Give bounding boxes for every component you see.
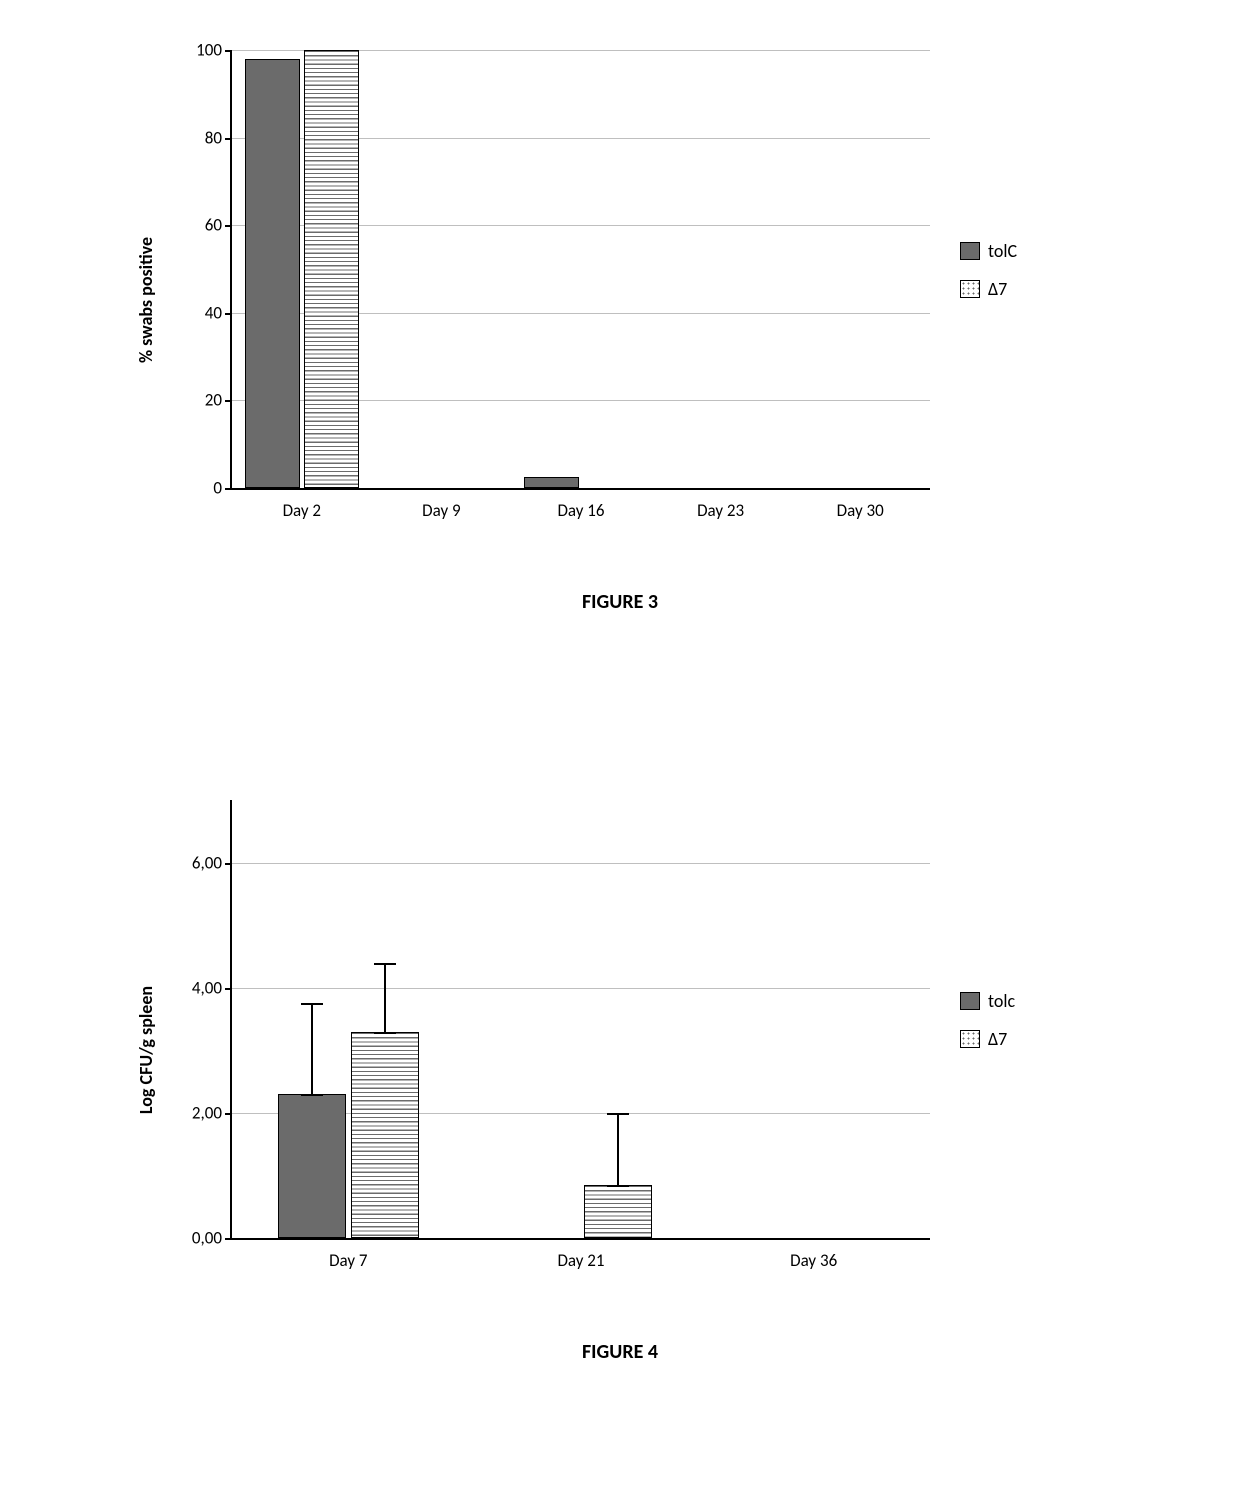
bar — [524, 477, 579, 488]
gridline — [232, 988, 930, 989]
ytick-label: 6,00 — [192, 852, 232, 873]
legend-label: tolC — [988, 240, 1017, 262]
legend-item-delta7: Δ7 — [960, 278, 1017, 300]
xtick-label: Day 2 — [283, 488, 321, 521]
bar — [245, 59, 300, 488]
errorbar-cap — [607, 1113, 629, 1115]
legend-label: Δ7 — [988, 1028, 1007, 1050]
ytick-label: 0 — [213, 478, 232, 499]
ytick-label: 4,00 — [192, 977, 232, 998]
xtick-label: Day 16 — [557, 488, 604, 521]
swatch-icon — [960, 280, 980, 298]
errorbar-stem — [311, 1003, 313, 1094]
ytick-label: 80 — [205, 127, 232, 148]
figure-3-plot-outer: % swabs positive 020406080100Day 2Day 9D… — [110, 40, 1130, 560]
xtick-label: Day 30 — [837, 488, 884, 521]
legend-item-delta7: Δ7 — [960, 1028, 1015, 1050]
gridline — [232, 863, 930, 864]
errorbar-cap — [301, 1094, 323, 1096]
figure-3-plot: 020406080100Day 2Day 9Day 16Day 23Day 30 — [230, 50, 930, 490]
bar — [584, 1185, 652, 1238]
figure-4-plot: 0,002,004,006,00Day 7Day 21Day 36 — [230, 800, 930, 1240]
legend-label: tolc — [988, 990, 1015, 1012]
figure-3: % swabs positive 020406080100Day 2Day 9D… — [110, 40, 1130, 680]
errorbar-cap — [374, 1032, 396, 1034]
figure-3-caption: FIGURE 3 — [110, 590, 1130, 614]
figure-3-legend: tolC Δ7 — [960, 240, 1017, 316]
legend-label: Δ7 — [988, 278, 1007, 300]
ytick-label: 100 — [196, 40, 232, 61]
ytick-label: 20 — [205, 390, 232, 411]
ytick-label: 2,00 — [192, 1102, 232, 1123]
errorbar-cap — [374, 963, 396, 965]
legend-item-tolc: tolc — [960, 990, 1015, 1012]
errorbar-cap — [301, 1003, 323, 1005]
bar — [304, 50, 359, 488]
figure-4-caption: FIGURE 4 — [110, 1340, 1130, 1364]
figure-4-plot-outer: Log CFU/g spleen 0,002,004,006,00Day 7Da… — [110, 790, 1130, 1310]
figure-4-ylabel: Log CFU/g spleen — [135, 986, 157, 1114]
legend-item-tolc: tolC — [960, 240, 1017, 262]
ytick-label: 0,00 — [192, 1228, 232, 1249]
ytick-label: 40 — [205, 302, 232, 323]
swatch-icon — [960, 1030, 980, 1048]
errorbar-stem — [384, 963, 386, 1032]
errorbar-cap — [607, 1185, 629, 1187]
figure-4: Log CFU/g spleen 0,002,004,006,00Day 7Da… — [110, 790, 1130, 1430]
xtick-label: Day 23 — [697, 488, 744, 521]
bar — [278, 1094, 346, 1238]
swatch-icon — [960, 242, 980, 260]
swatch-icon — [960, 992, 980, 1010]
figure-4-legend: tolc Δ7 — [960, 990, 1015, 1066]
figure-3-ylabel: % swabs positive — [135, 237, 157, 363]
xtick-label: Day 36 — [790, 1238, 837, 1271]
xtick-label: Day 7 — [329, 1238, 367, 1271]
bar — [351, 1032, 419, 1238]
page: % swabs positive 020406080100Day 2Day 9D… — [0, 0, 1240, 1488]
xtick-label: Day 9 — [422, 488, 460, 521]
errorbar-stem — [617, 1113, 619, 1185]
xtick-label: Day 21 — [557, 1238, 604, 1271]
ytick-label: 60 — [205, 215, 232, 236]
